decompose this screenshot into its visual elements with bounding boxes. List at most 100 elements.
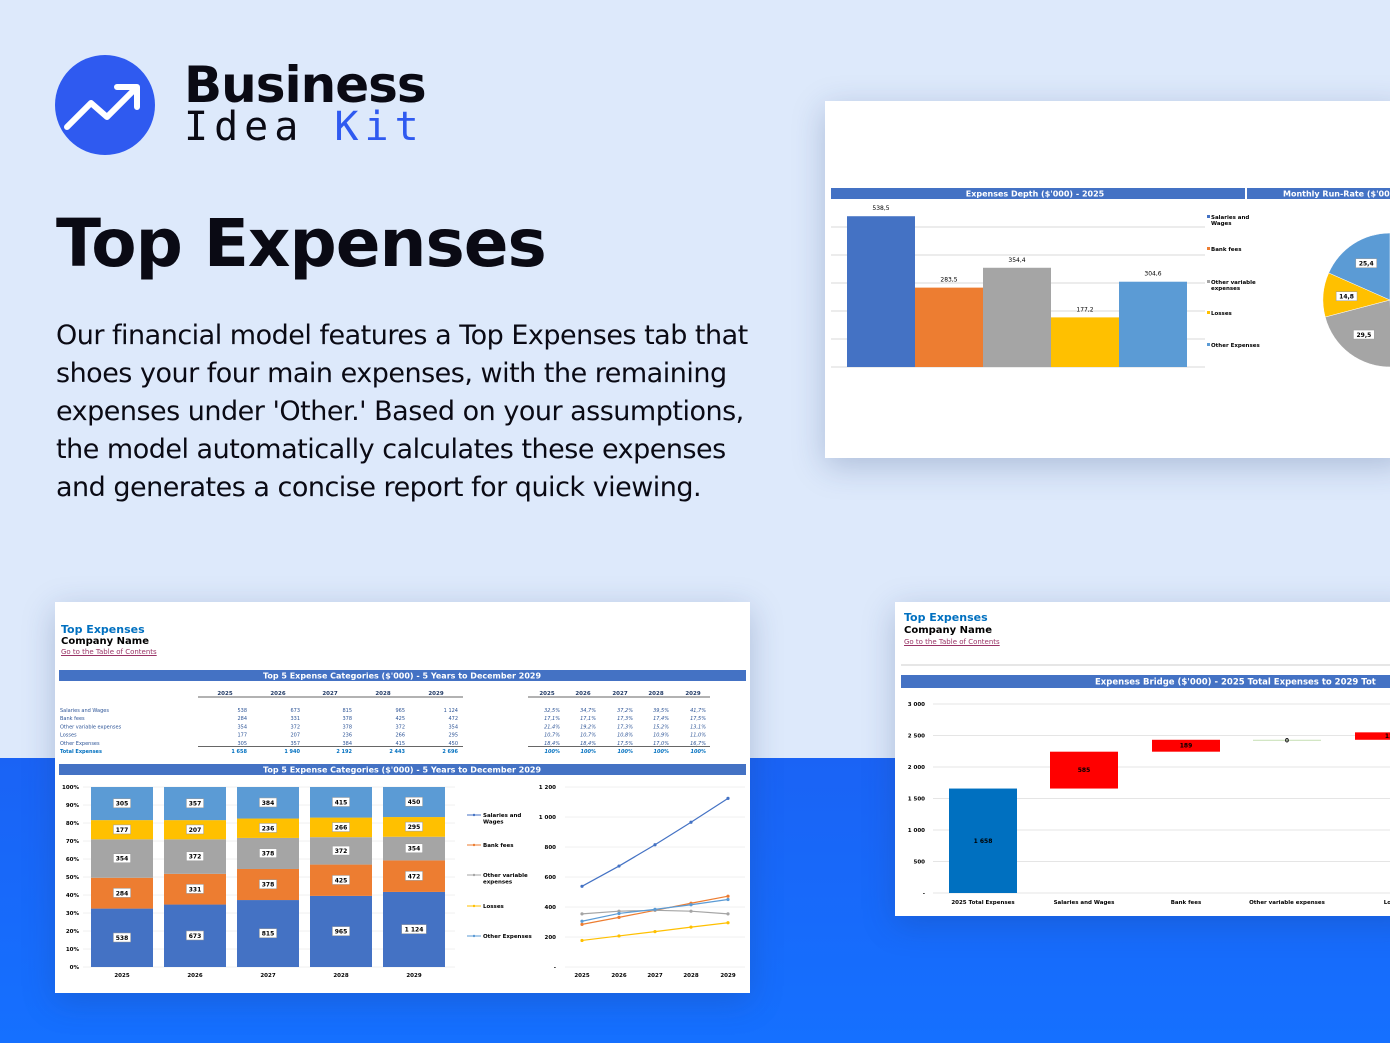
cell-pct: 13,1% — [690, 724, 706, 730]
segment-label: 354 — [408, 846, 421, 853]
segment-label: 1 124 — [405, 927, 424, 934]
y-tick: 30% — [66, 911, 80, 917]
bar-label: 11 — [1385, 733, 1390, 740]
pct-year-header: 2025 — [539, 691, 554, 697]
brand-name-line1: Business — [184, 56, 427, 114]
waterfall-bar-4 — [1355, 732, 1390, 740]
segment-label-box — [113, 798, 131, 809]
segment-label: 236 — [262, 825, 275, 832]
segment-label: 372 — [189, 854, 202, 861]
segment-label: 472 — [408, 873, 421, 880]
cell-value: 354 — [237, 724, 247, 730]
legend-item: Other Expenses — [483, 934, 532, 940]
waterfall-bar-3 — [1253, 739, 1321, 741]
cell-pct: 100% — [654, 749, 669, 755]
line-point — [653, 930, 657, 934]
waterfall-bar-0 — [949, 788, 1017, 893]
legend-marker — [472, 873, 476, 877]
x-tick: Salaries and Wages — [1054, 900, 1116, 906]
legend-item: Other Expenses — [1211, 343, 1260, 349]
total-label: Total Expenses — [60, 749, 102, 755]
cell-value: 425 — [395, 716, 405, 722]
line-point — [617, 934, 621, 938]
brand-word-kit: Kit — [334, 104, 425, 150]
legend-item: Other variable — [1211, 280, 1256, 286]
line-point — [689, 903, 693, 907]
legend-item: Losses — [483, 904, 505, 910]
segment-label-box — [405, 843, 423, 854]
segment-label-box — [186, 884, 204, 894]
line-point — [689, 925, 693, 929]
cell-pct: 18,4% — [580, 741, 596, 747]
segment-label-box — [186, 851, 204, 862]
segment-label-box — [259, 928, 277, 938]
y-tick: 80% — [66, 821, 80, 827]
y-tick: 3 000 — [908, 702, 925, 708]
sheet-title: Top Expenses — [61, 623, 145, 636]
waterfall-bar-2 — [1152, 739, 1220, 752]
table-header: Top 5 Expense Categories ($'000) - 5 Yea… — [263, 672, 542, 681]
pie-header-bar — [1247, 188, 1390, 199]
x-tick: Los — [1384, 900, 1390, 906]
legend-item: Other variable — [483, 873, 528, 879]
segment-label: 331 — [189, 886, 202, 893]
table-header-bar — [59, 670, 746, 681]
segment-label: 177 — [116, 827, 129, 834]
segment-label-box — [332, 845, 350, 856]
cell-value: 357 — [290, 741, 300, 747]
cell-value: 2 192 — [336, 749, 352, 755]
chart-title: Expenses Bridge ($'000) - 2025 Total Exp… — [1095, 678, 1376, 688]
segment-label: 266 — [335, 824, 348, 831]
bar-label: 1 658 — [974, 838, 993, 845]
segment-label: 450 — [408, 799, 421, 806]
pct-year-header: 2029 — [685, 691, 700, 697]
segment-label-box — [332, 822, 350, 832]
row-label: Losses — [60, 733, 77, 739]
cell-value: 815 — [342, 708, 352, 714]
legend-item: Wages — [483, 820, 504, 826]
bar-3 — [1051, 317, 1119, 367]
cell-value: 236 — [342, 733, 352, 739]
y-tick: 100% — [62, 785, 79, 791]
table-of-contents-link-2[interactable]: Go to the Table of Contents — [904, 638, 1000, 646]
cell-value: 673 — [290, 708, 300, 714]
table-of-contents-link[interactable]: Go to the Table of Contents — [61, 648, 157, 656]
cell-value: 305 — [237, 741, 247, 747]
segment-label-box — [186, 930, 204, 941]
segment-label-box — [113, 932, 131, 943]
y-tick: 70% — [66, 839, 80, 845]
y-tick: 800 — [545, 845, 557, 851]
cell-pct: 19,2% — [580, 724, 596, 730]
bar-label: 283,5 — [940, 277, 957, 284]
cell-pct: 10,7% — [544, 733, 560, 739]
segment-label-box — [259, 823, 277, 833]
brand-name-line2: Idea Kit — [184, 104, 425, 150]
cell-value: 2 696 — [442, 749, 458, 755]
bar-4 — [1119, 281, 1187, 367]
row-label: Other variable expenses — [60, 724, 122, 730]
segment-label: 673 — [189, 933, 202, 940]
cell-value: 384 — [342, 741, 352, 747]
segment-label-box — [405, 796, 423, 807]
segment-label: 815 — [262, 931, 275, 938]
year-header: 2028 — [375, 691, 390, 697]
segment-label-box — [186, 798, 204, 809]
y-tick: 500 — [914, 860, 926, 866]
expenses-depth-chart: Expenses Depth ($'000) - 2025 Monthly Run… — [831, 188, 1390, 368]
line-point — [617, 915, 621, 919]
bar-label: 538,5 — [872, 205, 889, 212]
bar-label: 304,6 — [1144, 271, 1161, 278]
segment-label-box — [186, 824, 204, 835]
cell-pct: 17,4% — [653, 716, 669, 722]
y-tick: 0% — [70, 965, 80, 971]
x-tick: 2025 — [114, 973, 129, 979]
cell-pct: 10,7% — [580, 733, 596, 739]
year-header: 2026 — [270, 691, 285, 697]
cell-pct: 32,5% — [544, 708, 560, 714]
segment-label: 415 — [335, 799, 348, 806]
chart-title: Expenses Depth ($'000) - 2025 — [966, 190, 1105, 199]
pct-year-header: 2027 — [612, 691, 627, 697]
chart-header-bar — [831, 188, 1245, 199]
line-point — [726, 921, 730, 925]
bar-label: 177,2 — [1076, 306, 1093, 313]
